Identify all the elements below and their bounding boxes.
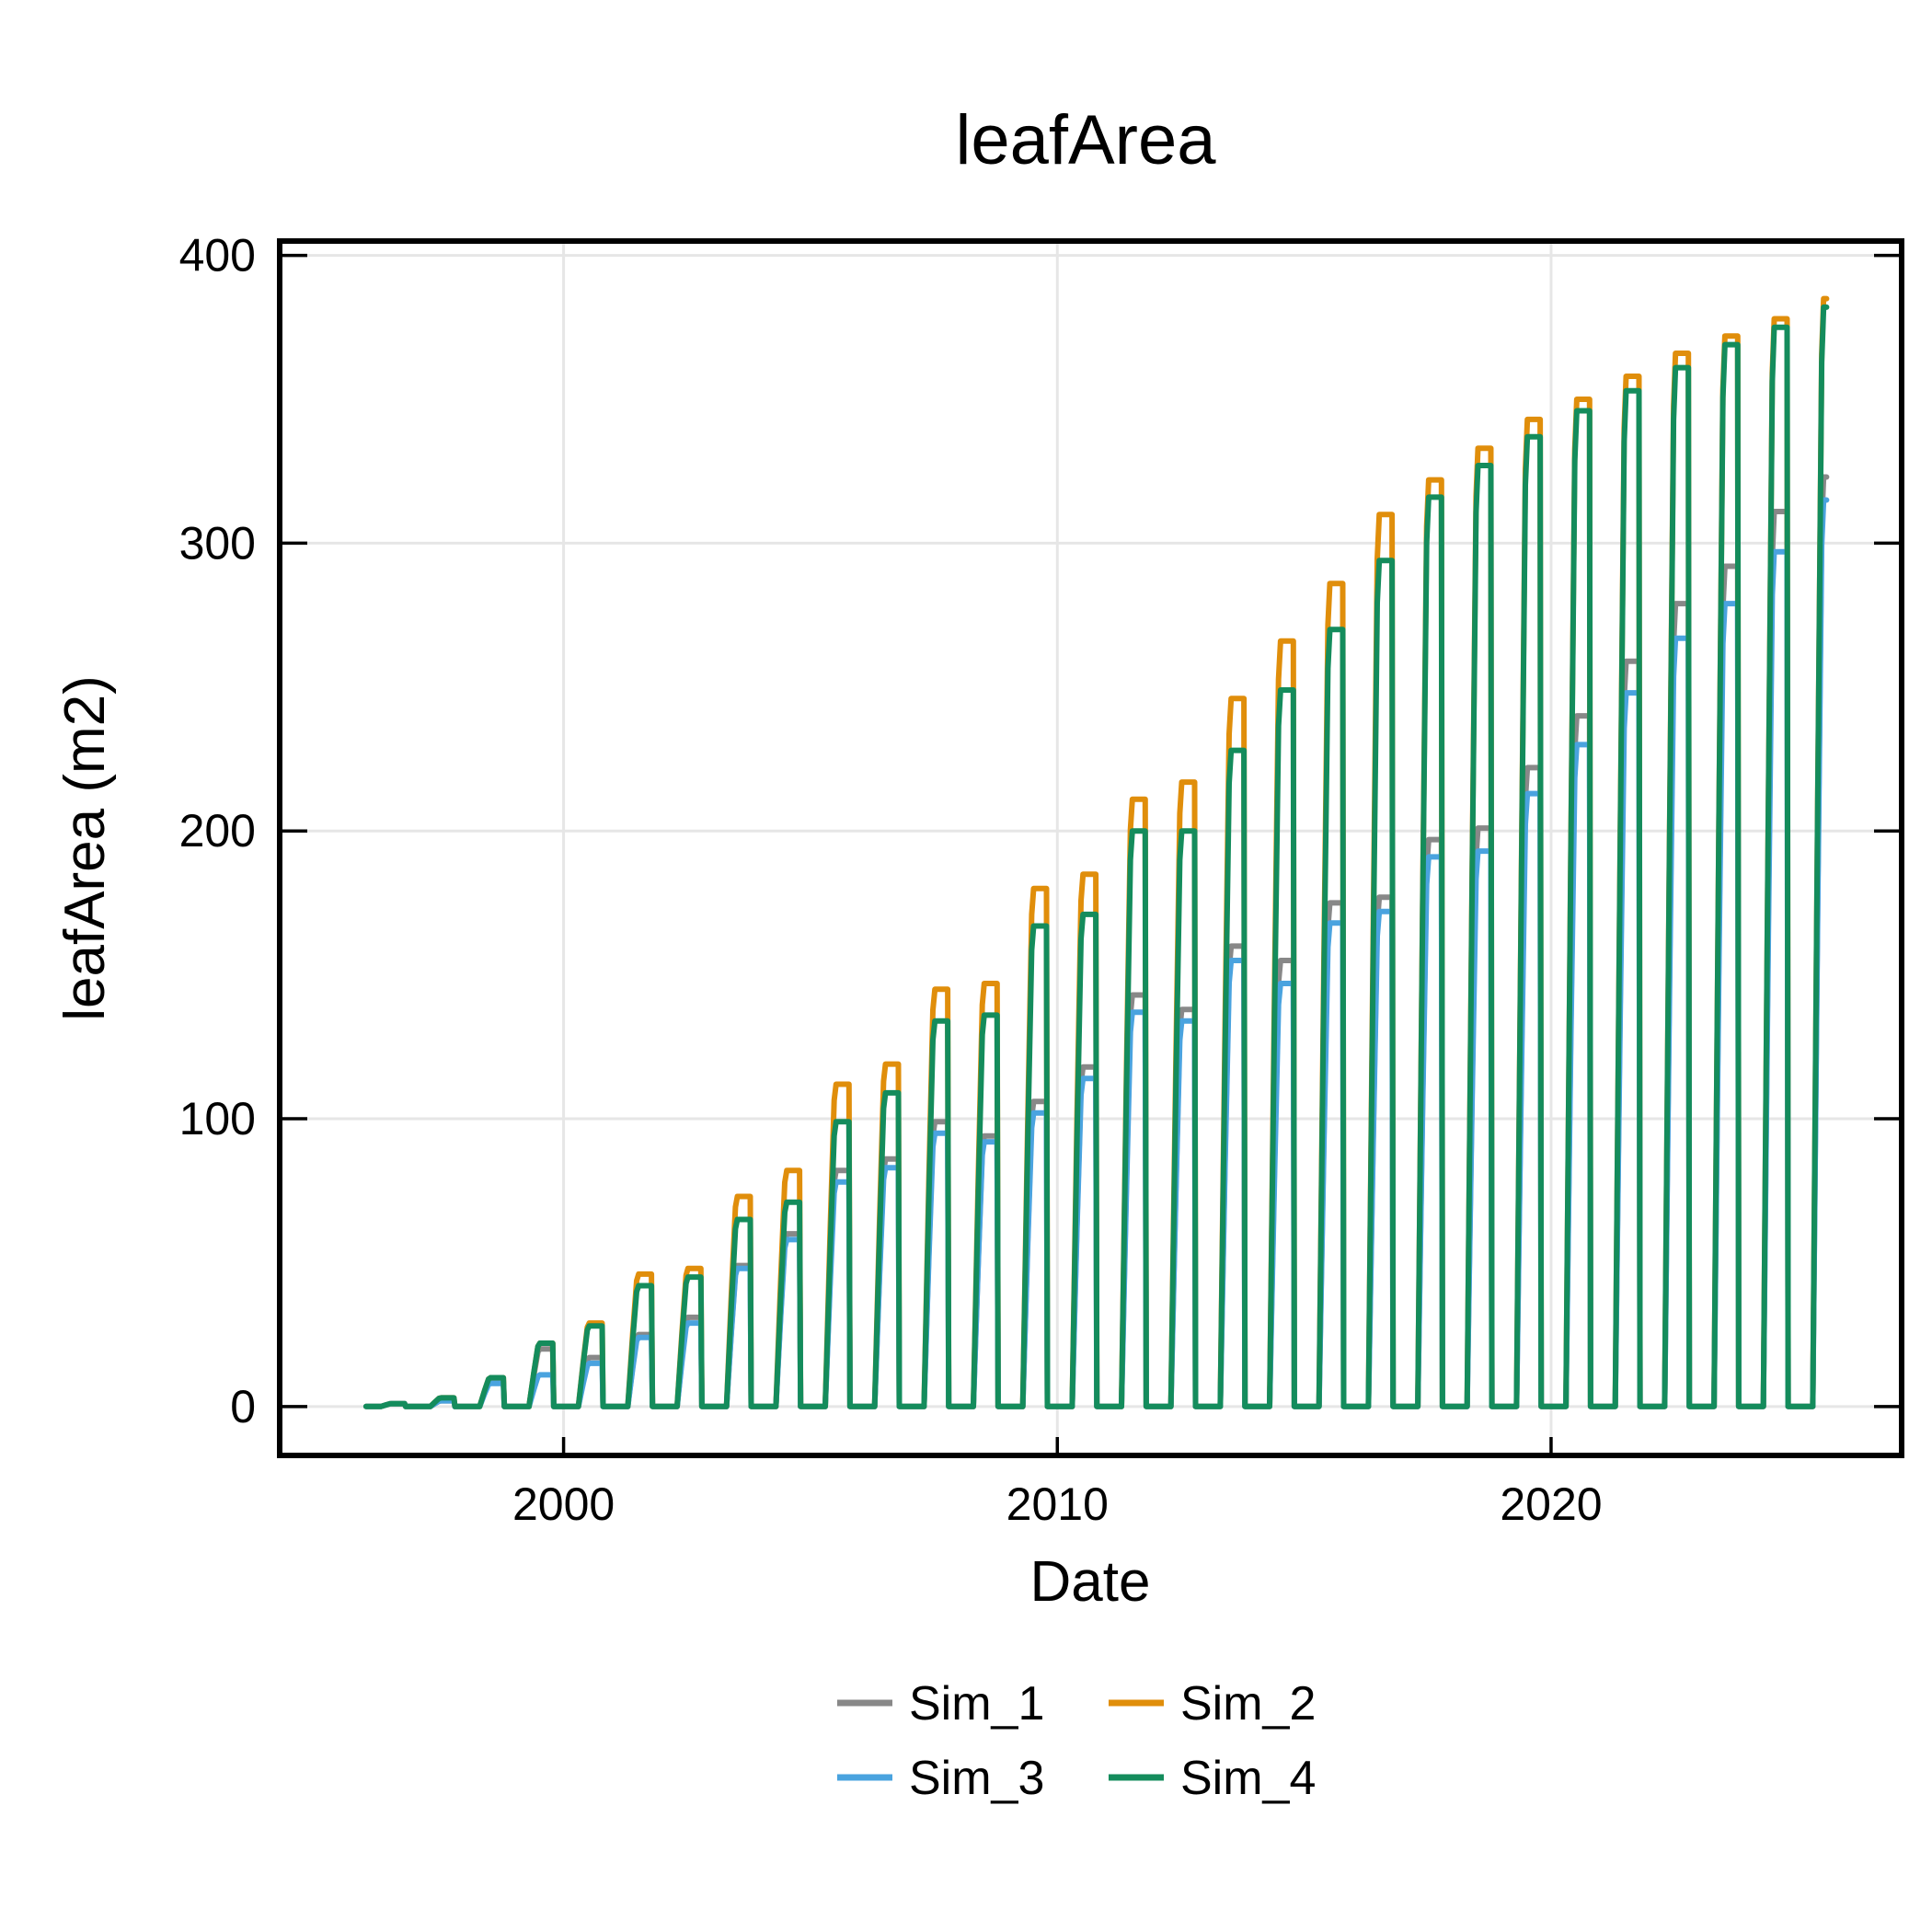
legend: Sim_1 Sim_2 Sim_3 Sim_4: [837, 1677, 1316, 1805]
y-tick-label: 300: [179, 517, 256, 569]
x-tick-label: 2020: [1500, 1478, 1602, 1530]
chart-title: leafArea: [955, 101, 1216, 179]
axis-ticks: 2000 2010 2020 0 100 200 300 400: [179, 230, 1902, 1530]
y-axis-label: leafArea (m2): [53, 675, 117, 1021]
legend-label-sim-3: Sim_3: [909, 1752, 1044, 1805]
grid-lines: [280, 241, 1902, 1455]
series-lines: [362, 295, 1830, 1409]
legend-label-sim-2: Sim_2: [1180, 1677, 1316, 1731]
x-tick-label: 2000: [512, 1478, 615, 1530]
legend-label-sim-4: Sim_4: [1180, 1752, 1316, 1805]
y-tick-label: 0: [230, 1381, 256, 1432]
x-axis-label: Date: [1030, 1550, 1151, 1614]
y-tick-label: 400: [179, 230, 256, 282]
y-tick-label: 200: [179, 805, 256, 857]
legend-label-sim-1: Sim_1: [909, 1677, 1044, 1731]
x-tick-label: 2010: [1006, 1478, 1109, 1530]
series-line-sim-4: [362, 304, 1830, 1409]
y-tick-label: 100: [179, 1093, 256, 1144]
plot-frame: [277, 238, 1904, 1458]
